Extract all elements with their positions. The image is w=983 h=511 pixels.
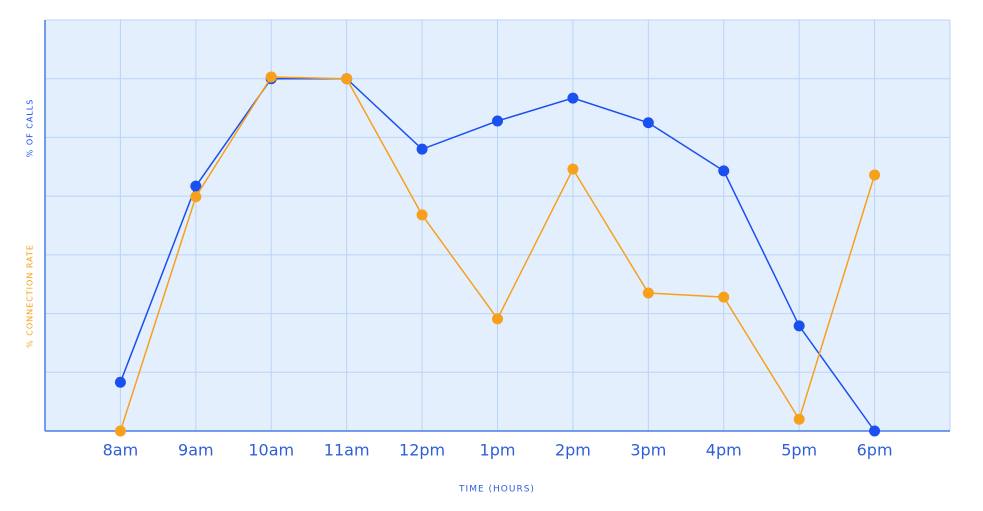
x-tick-label: 11am [324, 441, 370, 460]
data-point [718, 291, 730, 303]
data-point [642, 117, 654, 129]
data-point [492, 313, 503, 325]
y-axis-label: % OF CALLS [26, 99, 35, 158]
data-point [567, 92, 579, 104]
data-point [114, 425, 126, 437]
x-tick-label: 6pm [857, 441, 893, 460]
x-tick-label: 3pm [630, 441, 666, 460]
data-point [190, 191, 202, 203]
data-point [265, 71, 277, 83]
x-tick-label: 12pm [399, 441, 445, 460]
data-point [416, 143, 428, 155]
data-point [190, 180, 202, 192]
data-point [793, 320, 805, 332]
data-point [416, 209, 428, 221]
x-tick-label: 5pm [781, 441, 817, 460]
x-tick-label: 4pm [706, 441, 742, 460]
data-point [869, 169, 881, 181]
data-point [869, 425, 881, 437]
data-point [793, 413, 805, 425]
data-point [114, 376, 126, 388]
x-tick-label: 1pm [480, 441, 516, 460]
data-point [567, 163, 579, 175]
data-point [492, 115, 503, 127]
x-tick-label: 9am [178, 441, 214, 460]
data-point [341, 73, 353, 85]
x-tick-label: 10am [248, 441, 294, 460]
x-tick-label: 2pm [555, 441, 591, 460]
x-tick-label: 8am [103, 441, 139, 460]
data-point [718, 165, 730, 177]
y-axis-label: % CONNECTION RATE [26, 244, 35, 348]
data-point [642, 287, 654, 299]
x-axis-title: TIME (HOURS) [458, 485, 535, 495]
